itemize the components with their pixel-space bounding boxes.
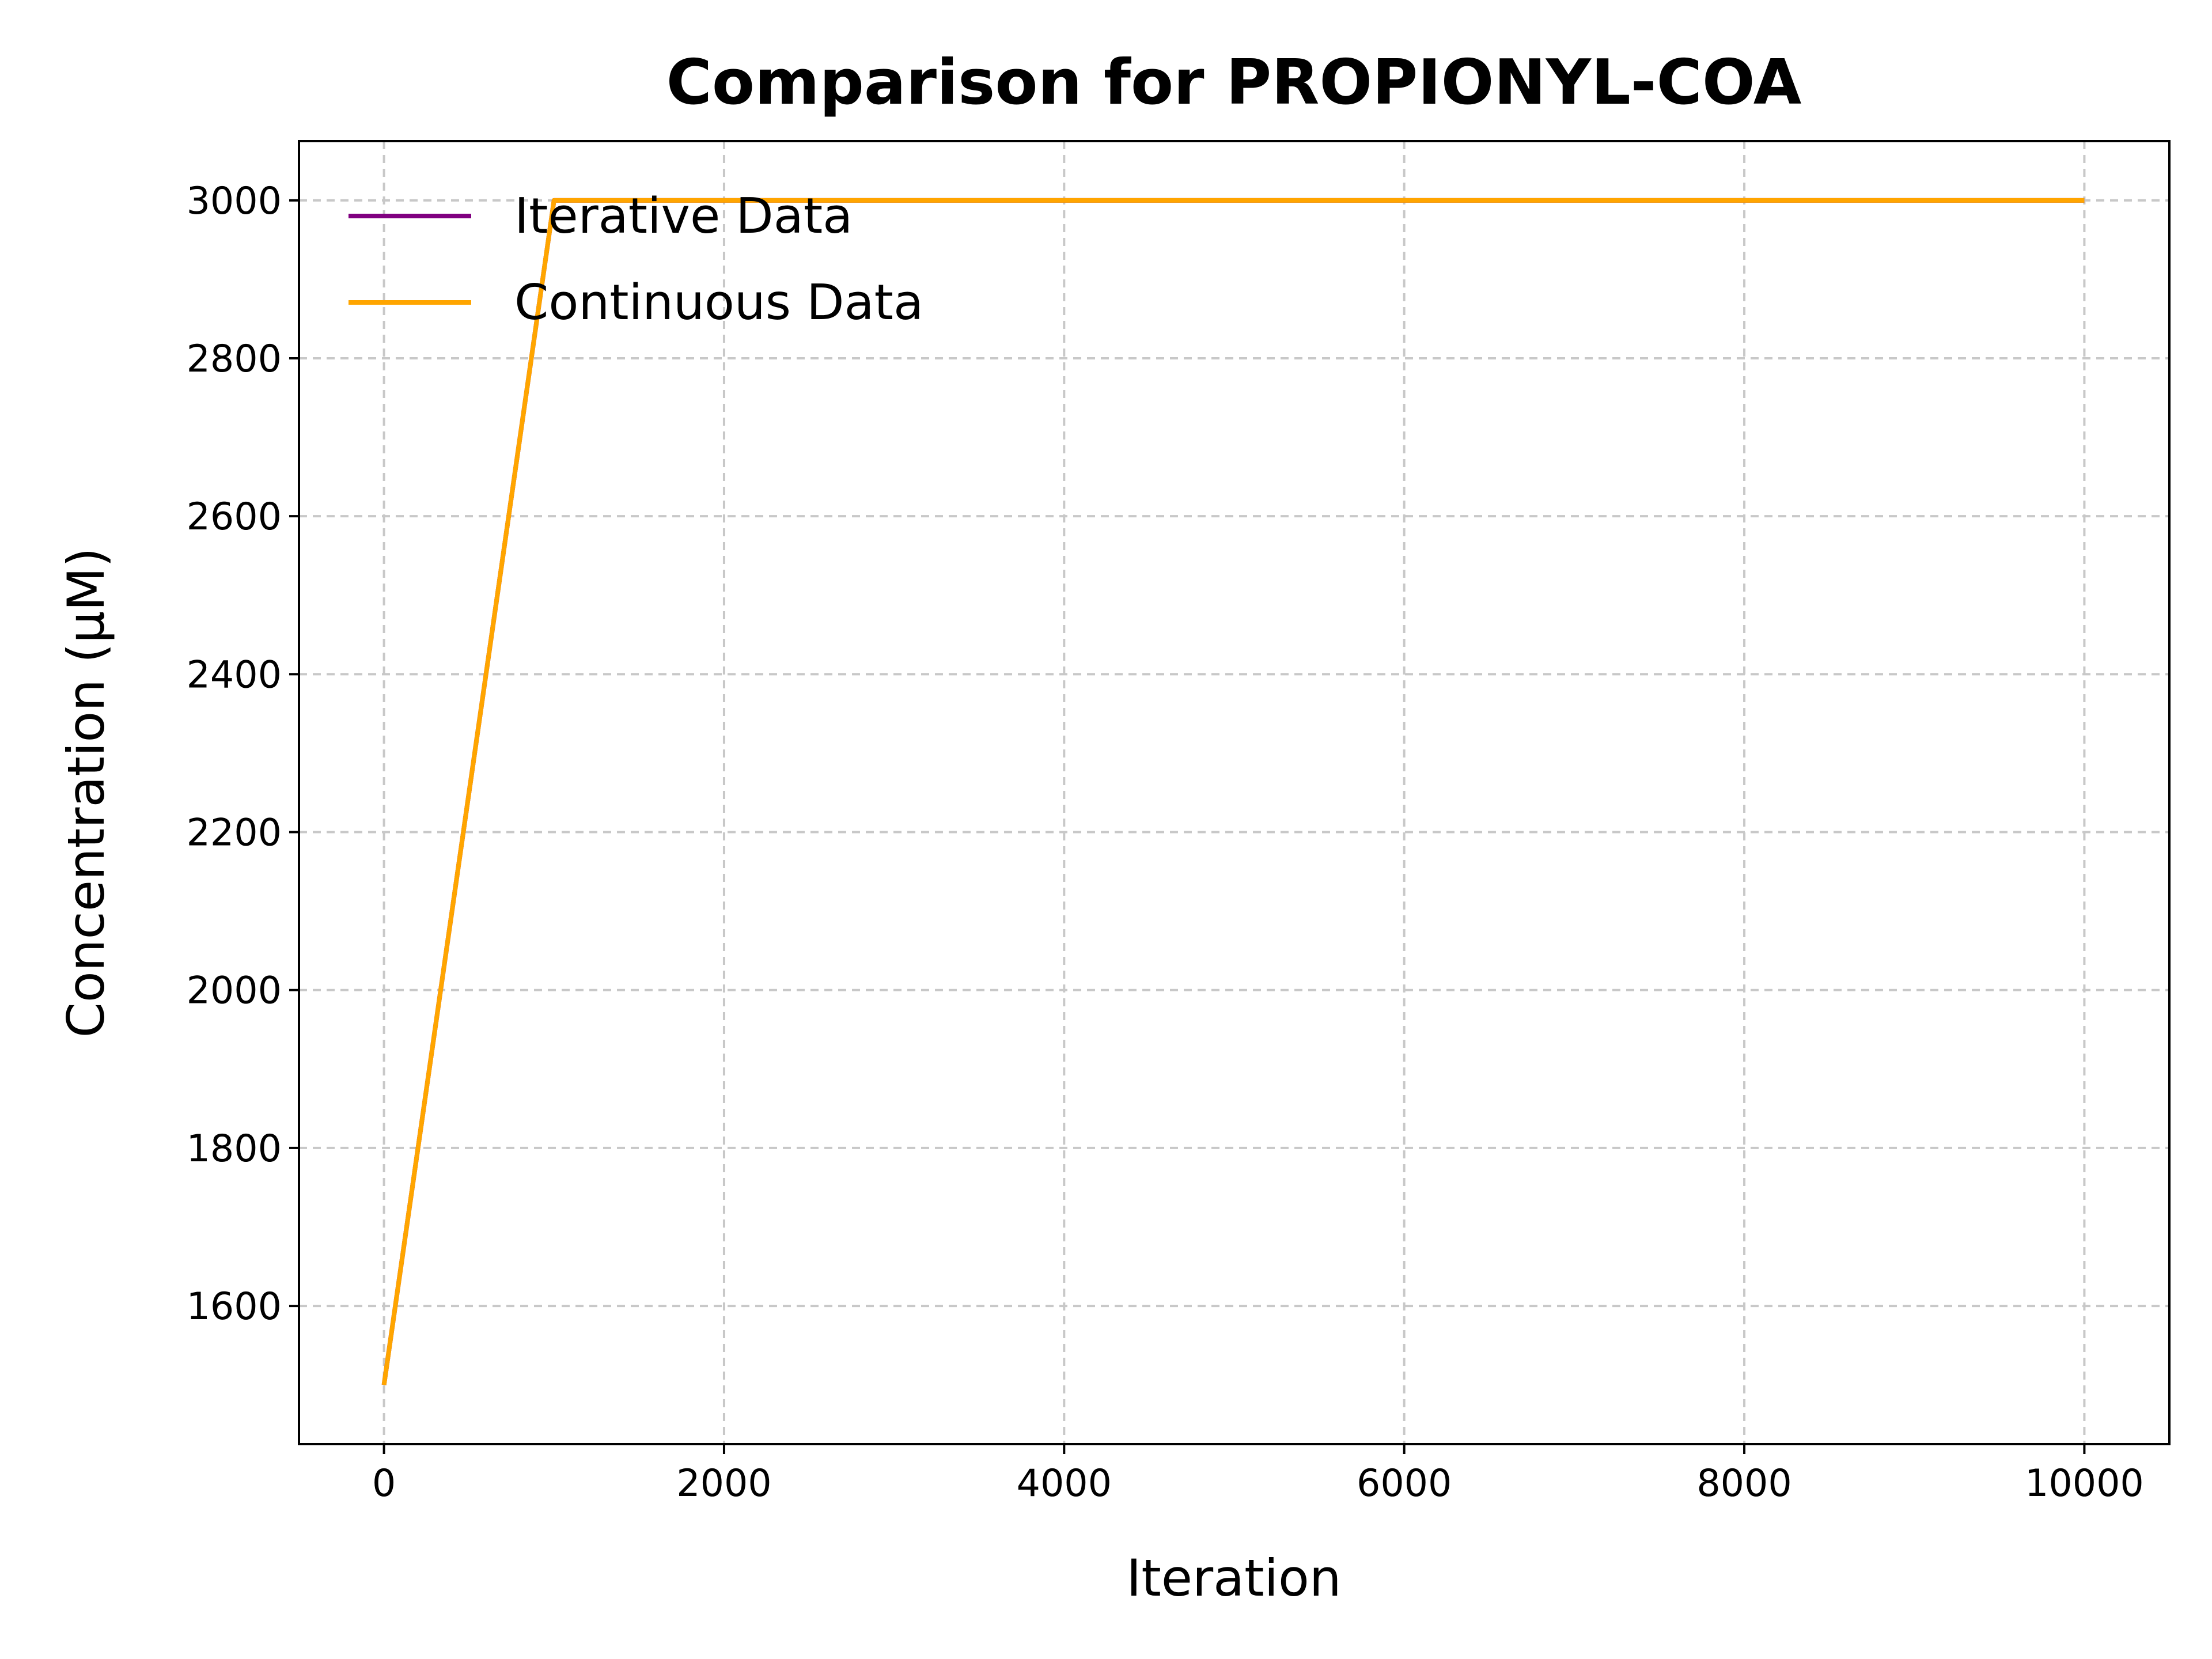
plot-frame: [298, 140, 2171, 1445]
x-tick-label: 8000: [1696, 1462, 1791, 1505]
series-line-continuous-data: [381, 198, 2085, 1385]
y-tick-label: 1600: [187, 1285, 282, 1328]
plot-series: [381, 198, 2085, 1385]
x-tick-label: 0: [372, 1462, 396, 1505]
x-tick-label: 2000: [676, 1462, 771, 1505]
y-tick-label: 1800: [187, 1127, 282, 1171]
legend-label-iterative: Iterative Data: [514, 188, 853, 245]
y-tick-label: 2800: [187, 338, 282, 381]
grid-lines: [299, 141, 2169, 1444]
x-tick-label: 4000: [1017, 1462, 1112, 1505]
series-line-iterative-data: [381, 198, 2085, 1385]
y-tick-label: 2600: [187, 495, 282, 539]
chart-title: Comparison for PROPIONYL-COA: [666, 47, 1802, 119]
y-tick-label: 2000: [187, 969, 282, 1013]
y-tick-label: 2200: [187, 812, 282, 855]
y-axis-label: Concentration (μM): [56, 547, 116, 1037]
y-tick-label: 2400: [187, 653, 282, 696]
legend: Iterative Data Continuous Data: [349, 188, 923, 331]
legend-label-continuous: Continuous Data: [514, 274, 923, 331]
axis-ticks: 0 2000 4000 6000 8000 10000 1600 1800 2000 2200 24…: [187, 180, 2144, 1505]
x-tick-label: 10000: [2025, 1462, 2144, 1505]
x-tick-label: 6000: [1357, 1462, 1452, 1505]
x-axis-label: Iteration: [1126, 1548, 1341, 1608]
y-tick-label: 3000: [187, 180, 282, 223]
